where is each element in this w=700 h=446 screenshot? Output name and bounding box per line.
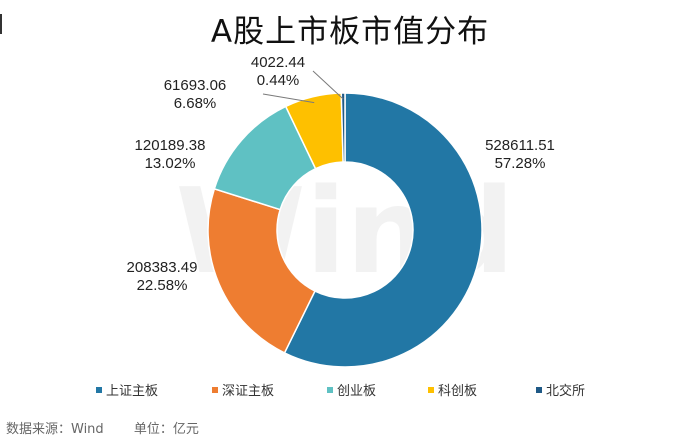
legend-item-1[interactable]: 上证主板: [96, 384, 158, 399]
legend-swatch-5: [536, 387, 542, 393]
chart-title: A股上市板市值分布: [210, 14, 490, 50]
legend-item-2[interactable]: 深证主板: [212, 384, 274, 399]
value-label-3: 120189.38: [135, 137, 206, 154]
legend-label-2: 深证主板: [222, 384, 274, 399]
footer: 数据来源：Wind 单位：亿元: [6, 418, 225, 437]
legend-swatch-3: [327, 387, 333, 393]
slice-2[interactable]: [207, 187, 316, 354]
legend-label-3: 创业板: [337, 384, 376, 399]
percent-label-3: 13.02%: [145, 155, 196, 172]
value-label-2: 208383.49: [127, 259, 198, 276]
legend-item-4[interactable]: 科创板: [428, 384, 477, 399]
legend-item-3[interactable]: 创业板: [327, 384, 376, 399]
legend-label-4: 科创板: [438, 384, 477, 399]
leader-line-5: [312, 70, 344, 100]
source-note: 数据来源：Wind: [6, 422, 104, 437]
legend-swatch-4: [428, 387, 434, 393]
legend-swatch-2: [212, 387, 218, 393]
legend-label-5: 北交所: [546, 383, 585, 399]
value-label-5: 4022.44: [251, 54, 305, 71]
left-edge-mark: [0, 14, 2, 34]
legend-label-1: 上证主板: [106, 384, 158, 399]
value-label-1: 528611.51: [485, 137, 555, 154]
percent-label-5: 0.44%: [257, 72, 300, 89]
slice-1[interactable]: [283, 92, 483, 368]
legend-swatch-1: [96, 387, 102, 393]
legend-item-5[interactable]: 北交所: [536, 383, 585, 399]
unit-note: 单位：亿元: [133, 422, 199, 437]
percent-label-2: 22.58%: [137, 277, 188, 294]
leader-line-4: [262, 93, 315, 104]
value-label-4: 61693.06: [164, 77, 227, 94]
percent-label-4: 6.68%: [174, 95, 217, 112]
percent-label-1: 57.28%: [495, 155, 546, 172]
slice-5[interactable]: [340, 92, 346, 163]
